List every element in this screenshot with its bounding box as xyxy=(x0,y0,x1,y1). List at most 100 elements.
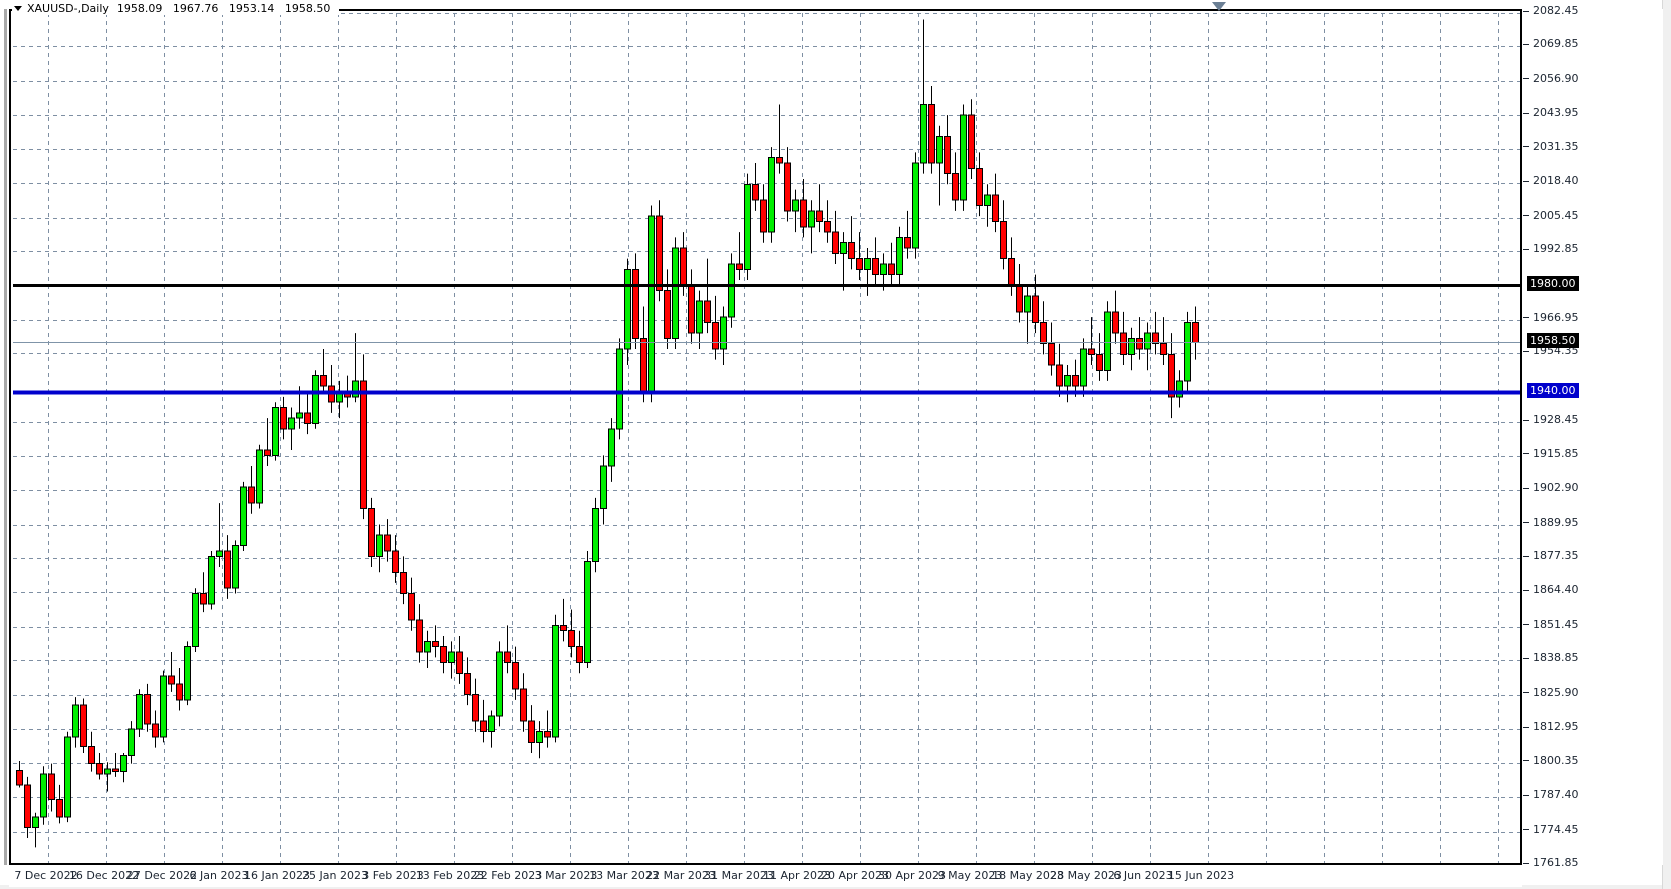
price-level-badge-1940-00[interactable]: 1940.00 xyxy=(1527,382,1579,398)
price-tick-text: 1774.45 xyxy=(1533,822,1579,836)
date-tick-label: 16 Dec 2022 xyxy=(68,869,140,882)
ohlc-close: 1958.50 xyxy=(284,1,331,15)
price-tick-label: 1877.35 xyxy=(1523,550,1579,561)
price-tick-label: 2005.45 xyxy=(1523,210,1579,221)
tick-mark xyxy=(1523,43,1529,45)
price-tick-text: 1825.90 xyxy=(1533,685,1579,699)
price-tick-label: 1915.85 xyxy=(1523,448,1579,459)
price-tick-label: 1787.40 xyxy=(1523,789,1579,800)
price-tick-label: 2056.90 xyxy=(1523,73,1579,84)
tick-mark xyxy=(1523,453,1529,455)
price-tick-label: 1902.90 xyxy=(1523,482,1579,493)
price-tick-label: 1928.45 xyxy=(1523,414,1579,425)
price-tick-text: 1902.90 xyxy=(1533,481,1579,495)
price-tick-text: 1800.35 xyxy=(1533,753,1579,767)
price-lines-layer[interactable] xyxy=(13,13,1522,865)
tick-mark xyxy=(1523,692,1529,694)
price-tick-text: 2031.35 xyxy=(1533,139,1579,153)
price-tick-label: 1889.95 xyxy=(1523,517,1579,528)
date-tick-label: 27 Dec 2022 xyxy=(126,869,198,882)
price-tick-label: 1838.85 xyxy=(1523,652,1579,663)
price-axis[interactable]: 2082.45 2069.85 2056.90 2043.95 2031.35 2018.… xyxy=(1523,5,1663,868)
date-tick-label: 15 Jun 2023 xyxy=(1167,869,1235,882)
price-tick-text: 2005.45 xyxy=(1533,208,1579,222)
date-tick-label: 22 Mar 2023 xyxy=(646,869,716,882)
date-axis[interactable]: 7 Dec 2022 16 Dec 2022 27 Dec 2022 6 Jan 20… xyxy=(9,867,1522,887)
price-tick-text: 1812.95 xyxy=(1533,720,1579,734)
price-tick-text: 1787.40 xyxy=(1533,788,1579,802)
date-tick-label: 6 Jun 2023 xyxy=(1113,869,1173,882)
price-tick-text: 1864.40 xyxy=(1533,583,1579,597)
left-scroll-indicator[interactable] xyxy=(4,9,7,865)
price-tick-label: 1851.45 xyxy=(1523,619,1579,630)
price-tick-label: 1825.90 xyxy=(1523,687,1579,698)
date-tick-label: 18 May 2023 xyxy=(992,869,1064,882)
tick-mark xyxy=(1523,624,1529,626)
price-tick-text: 1877.35 xyxy=(1533,549,1579,563)
chart-info-header: XAUUSD-,Daily 1958.09 1967.76 1953.14 19… xyxy=(12,1,340,15)
price-tick-text: 2056.90 xyxy=(1533,71,1579,85)
price-level-badge-1980-00[interactable]: 1980.00 xyxy=(1527,276,1579,292)
price-level-badge-1958-50[interactable]: 1958.50 xyxy=(1527,333,1579,349)
price-tick-label: 1812.95 xyxy=(1523,721,1579,732)
date-tick-label: 3 Mar 2023 xyxy=(534,869,598,882)
price-tick-label: 2082.45 xyxy=(1523,5,1579,16)
tick-mark xyxy=(1523,317,1529,319)
price-tick-text: 1954.35 xyxy=(1533,344,1579,358)
date-tick-label: 6 Jan 2023 xyxy=(189,869,249,882)
price-tick-text: 1851.45 xyxy=(1533,617,1579,631)
triangle-down-icon[interactable] xyxy=(1212,2,1226,11)
price-tick-text: 2018.40 xyxy=(1533,174,1579,188)
date-tick-label: 7 Dec 2022 xyxy=(14,869,78,882)
date-tick-label: 22 Feb 2023 xyxy=(473,869,543,882)
price-tick-text: 1966.95 xyxy=(1533,310,1579,324)
date-tick-label: 31 Mar 2023 xyxy=(704,869,774,882)
date-tick-label: 13 Mar 2023 xyxy=(589,869,659,882)
price-tick-label: 2043.95 xyxy=(1523,107,1579,118)
tick-mark xyxy=(1523,726,1529,728)
price-tick-text: 1928.45 xyxy=(1533,413,1579,427)
date-tick-label: 13 Feb 2023 xyxy=(415,869,485,882)
tick-mark xyxy=(1523,760,1529,762)
chart-plot-area[interactable] xyxy=(9,9,1522,865)
price-tick-label: 1761.85 xyxy=(1523,857,1579,868)
price-tick-text: 1761.85 xyxy=(1533,856,1579,869)
price-tick-label: 2018.40 xyxy=(1523,175,1579,186)
date-tick-label: 20 Apr 2023 xyxy=(820,869,890,882)
date-tick-label: 30 Apr 2023 xyxy=(877,869,947,882)
ohlc-values: 1958.09 1967.76 1953.14 1958.50 xyxy=(117,2,338,15)
tick-mark xyxy=(1523,78,1529,80)
tick-mark xyxy=(1523,419,1529,421)
price-tick-text: 1838.85 xyxy=(1533,651,1579,665)
tick-mark xyxy=(1523,829,1529,830)
tick-mark xyxy=(1523,522,1529,524)
tick-mark xyxy=(1523,794,1529,796)
tick-mark xyxy=(1523,215,1529,217)
bottom-edge xyxy=(0,885,1671,889)
price-tick-label: 1864.40 xyxy=(1523,584,1579,595)
tick-mark xyxy=(1523,180,1529,182)
date-tick-label: 25 Jan 2023 xyxy=(302,869,368,882)
date-tick-label: 11 Apr 2023 xyxy=(762,869,832,882)
price-tick-label: 1954.35 xyxy=(1523,345,1579,356)
tick-mark xyxy=(1523,10,1529,12)
tick-mark xyxy=(1523,589,1529,591)
caret-down-icon[interactable] xyxy=(14,5,22,11)
tick-mark xyxy=(1523,487,1529,489)
tick-mark xyxy=(1523,555,1529,557)
date-tick-label: 3 Feb 2023 xyxy=(362,869,424,882)
price-tick-label: 1992.85 xyxy=(1523,243,1579,254)
price-tick-label: 2031.35 xyxy=(1523,141,1579,152)
symbol-period-label: XAUUSD-,Daily xyxy=(27,1,109,15)
price-tick-label: 1774.45 xyxy=(1523,824,1579,835)
right-scrollbar[interactable] xyxy=(1662,0,1671,889)
price-tick-label: 1800.35 xyxy=(1523,755,1579,766)
tick-mark xyxy=(1523,862,1529,864)
price-tick-label: 1966.95 xyxy=(1523,312,1579,323)
tick-mark xyxy=(1523,146,1529,148)
price-tick-text: 2082.45 xyxy=(1533,4,1579,17)
price-tick-text: 1889.95 xyxy=(1533,515,1579,529)
price-tick-text: 1992.85 xyxy=(1533,242,1579,256)
date-tick-label: 9 May 2023 xyxy=(937,869,1003,882)
